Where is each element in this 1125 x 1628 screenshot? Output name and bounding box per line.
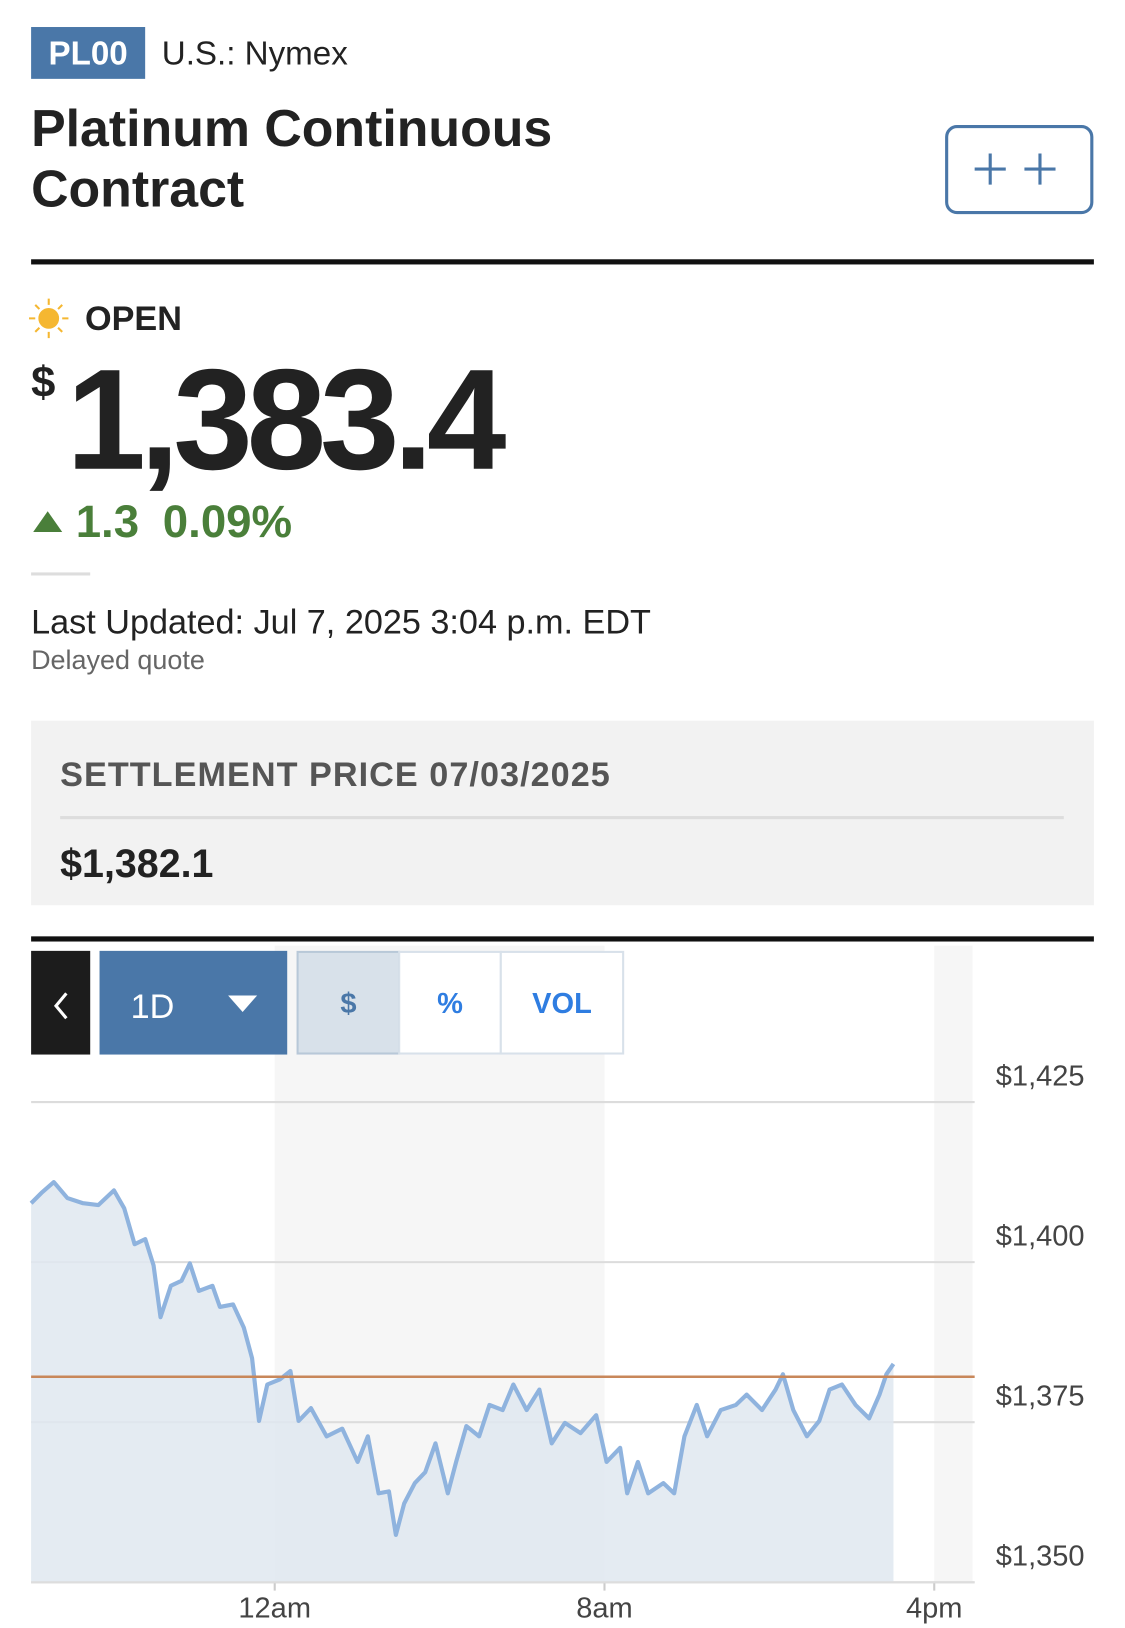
sun-icon [29, 298, 69, 339]
up-arrow [33, 511, 63, 532]
y-tick-label: $1,350 [996, 1541, 1085, 1573]
last-updated: Last Updated: Jul 7, 2025 3:04 p.m. EDT [31, 604, 651, 642]
settlement-label: SETTLEMENT PRICE 07/03/2025 [60, 756, 611, 794]
tab-label: % [437, 988, 463, 1020]
x-tick-label: 4pm [906, 1593, 962, 1625]
settlement-value: $1,382.1 [60, 842, 213, 886]
range-label: 1D [131, 988, 175, 1026]
tab[interactable] [499, 950, 625, 1055]
watchlist-button[interactable] [945, 125, 1094, 215]
session-band [934, 945, 973, 1583]
x-tick-label: 8am [576, 1593, 632, 1625]
market-status: OPEN [85, 300, 182, 338]
price: 1,383.4 [66, 340, 505, 500]
divider [31, 572, 91, 576]
delay-note: Delayed quote [31, 645, 205, 675]
tab-label: $ [340, 988, 356, 1020]
currency: $ [31, 359, 55, 407]
tab-label: VOL [532, 988, 592, 1020]
y-tick-label: $1,400 [996, 1221, 1085, 1253]
exchange: U.S.: Nymex [162, 35, 348, 72]
change: 1.3 [76, 496, 139, 547]
divider [31, 936, 1094, 942]
y-tick-label: $1,425 [996, 1060, 1085, 1092]
change-percent: 0.09% [163, 496, 292, 547]
price-line [29, 1180, 896, 1538]
settlement-box [31, 720, 1094, 906]
x-tick-label: 12am [238, 1593, 311, 1625]
title: Platinum Continuous [31, 99, 552, 157]
tab[interactable] [398, 950, 502, 1055]
title: Contract [31, 159, 244, 217]
divider [60, 816, 1064, 820]
symbol-badge [31, 27, 146, 79]
back-button[interactable] [31, 950, 91, 1055]
symbol: PL00 [49, 35, 128, 72]
y-tick-label: $1,375 [996, 1381, 1085, 1413]
range-dropdown[interactable] [99, 950, 288, 1055]
divider [31, 259, 1094, 265]
